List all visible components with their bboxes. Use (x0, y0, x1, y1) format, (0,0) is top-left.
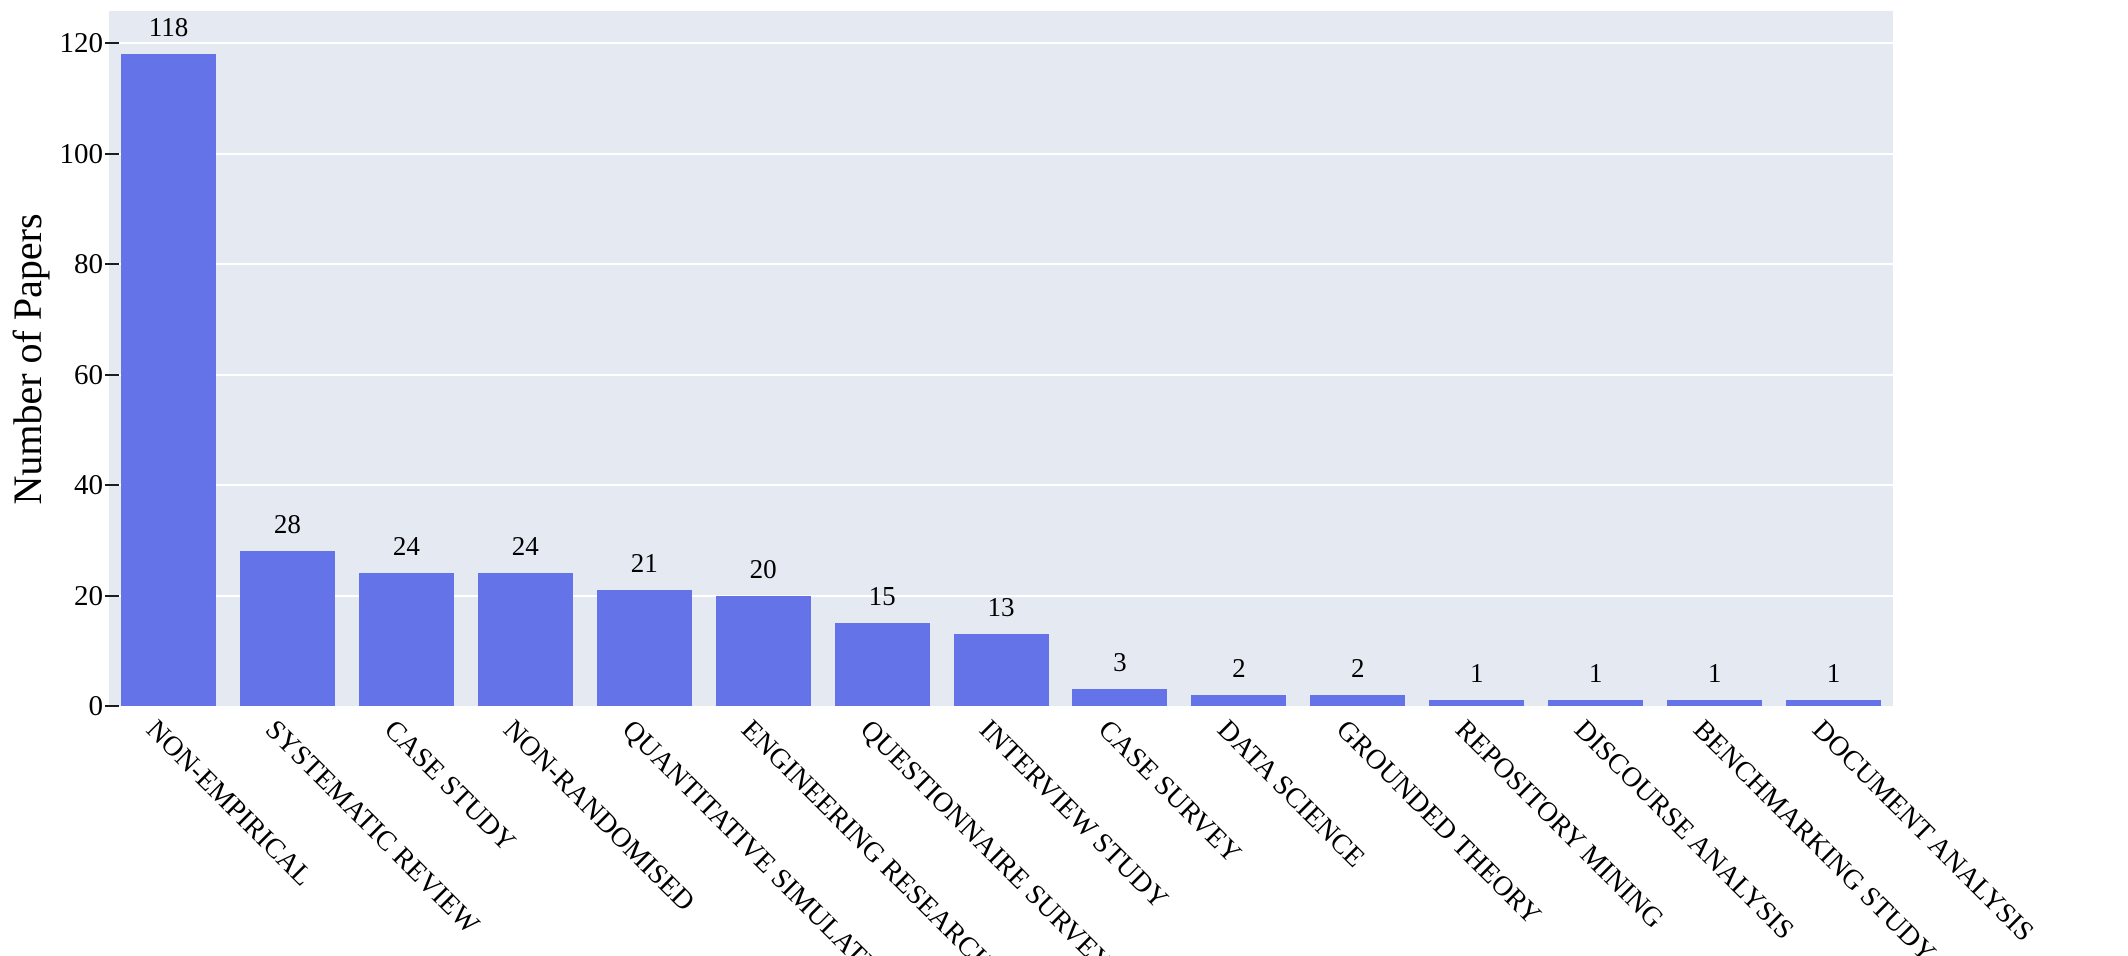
bar-value-label: 15 (868, 581, 896, 612)
x-tick-label: DISCOURSE ANALYSIS (1567, 714, 1800, 946)
gridline (109, 42, 1893, 44)
bar-value-label: 24 (392, 531, 420, 562)
bar (477, 573, 573, 706)
bar (120, 54, 216, 706)
x-tick-label: DOCUMENT ANALYSIS (1805, 714, 2040, 948)
plot-area (109, 11, 1893, 706)
x-tick-label: NON-RANDOMISED (497, 714, 701, 918)
bar (1310, 694, 1406, 706)
y-tick-mark (105, 373, 119, 376)
bar-value-label: 21 (630, 547, 658, 578)
y-tick-label: 0 (88, 690, 104, 722)
bar-value-label: 3 (1113, 647, 1127, 678)
x-tick-label: REPOSITORY MINING (1448, 714, 1670, 935)
y-tick-mark (105, 152, 119, 155)
x-tick-label: GROUNDED THEORY (1329, 714, 1547, 931)
bar-value-label: 2 (1351, 652, 1365, 683)
bar (953, 634, 1049, 706)
bar-value-label: 13 (987, 592, 1015, 623)
y-tick-mark (105, 484, 119, 486)
bar-value-label: 28 (273, 509, 301, 540)
gridline (109, 373, 1893, 376)
gridline (109, 594, 1893, 597)
bar (1072, 689, 1168, 706)
x-tick-label: SYSTEMATIC REVIEW (259, 714, 486, 940)
bar-value-label: 20 (749, 553, 777, 584)
y-axis-title: Number of Papers (5, 213, 50, 505)
gridline (109, 152, 1893, 155)
bar (358, 573, 454, 706)
bar-value-label: 24 (511, 531, 539, 562)
bar (834, 623, 930, 706)
bar (1667, 700, 1763, 706)
bar (1191, 694, 1287, 706)
gridline (109, 263, 1893, 265)
bar (1548, 700, 1644, 706)
y-tick-label: 120 (59, 27, 104, 59)
bar-value-label: 118 (148, 12, 189, 43)
y-tick-mark (105, 263, 119, 265)
bar-value-label: 1 (1826, 658, 1841, 689)
y-tick-label: 80 (74, 248, 103, 280)
bar (715, 595, 811, 706)
bar-value-label: 2 (1232, 652, 1246, 683)
y-tick-label: 60 (74, 358, 103, 391)
bar (1786, 700, 1882, 706)
bar-value-label: 1 (1469, 658, 1484, 689)
y-tick-mark (105, 42, 119, 44)
y-tick-label: 100 (59, 137, 104, 170)
bar (1429, 700, 1525, 706)
gridline (109, 484, 1893, 486)
bar (239, 551, 335, 706)
bar-value-label: 1 (1707, 658, 1722, 689)
y-tick-label: 40 (74, 469, 103, 501)
y-tick-mark (105, 705, 119, 707)
y-tick-mark (105, 594, 119, 597)
bar-value-label: 1 (1588, 658, 1603, 689)
y-tick-label: 20 (74, 579, 103, 612)
bar (596, 589, 692, 706)
